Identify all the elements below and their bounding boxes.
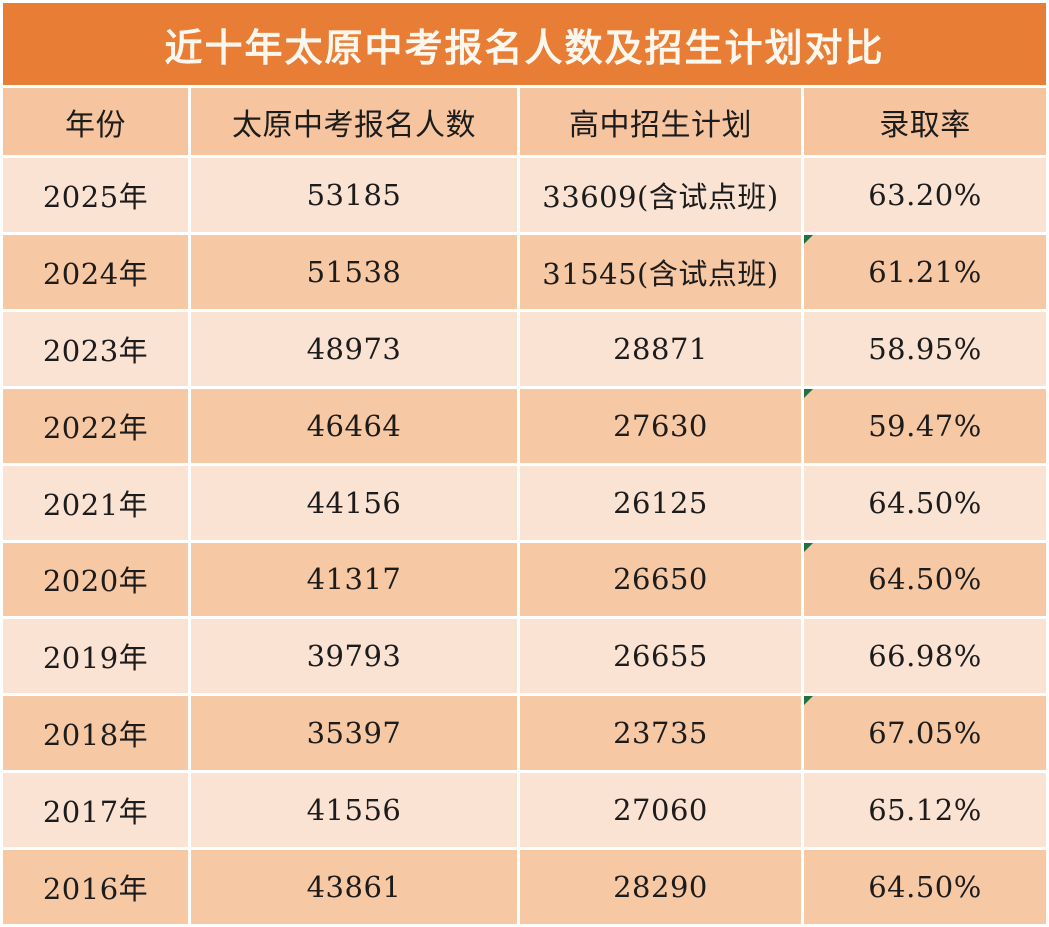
cell-year: 2024年 [3,234,188,309]
cell-applicants: 51538 [191,234,517,309]
cell-applicants: 39793 [191,619,517,694]
cell-applicants: 35397 [191,696,517,771]
excel-error-indicator-icon [804,542,813,552]
cell-applicants: 41556 [191,773,517,848]
column-header-rate: 录取率 [804,88,1046,155]
column-header-year: 年份 [3,88,188,155]
cell-plan: 31545(含试点班) [520,234,801,309]
table-title-bar: 近十年太原中考报名人数及招生计划对比 [3,3,1046,85]
cell-rate: 64.50% [804,850,1046,924]
cell-plan: 26650 [520,542,801,617]
cell-applicants: 41317 [191,542,517,617]
excel-error-indicator-icon [804,696,813,706]
cell-plan: 27060 [520,773,801,848]
cell-rate: 59.47% [804,388,1046,463]
cell-applicants: 48973 [191,311,517,386]
cell-rate: 65.12% [804,773,1046,848]
excel-error-indicator-icon [804,234,813,244]
cell-plan: 27630 [520,388,801,463]
cell-plan: 28290 [520,850,801,924]
cell-year: 2023年 [3,311,188,386]
cell-rate: 64.50% [804,542,1046,617]
cell-rate: 67.05% [804,696,1046,771]
excel-error-indicator-icon [804,388,813,398]
cell-year: 2020年 [3,542,188,617]
column-header-plan: 高中招生计划 [520,88,801,155]
cell-rate: 64.50% [804,465,1046,540]
cell-year: 2019年 [3,619,188,694]
cell-rate: 61.21% [804,234,1046,309]
cell-rate: 63.20% [804,158,1046,232]
cell-applicants: 44156 [191,465,517,540]
cell-plan: 23735 [520,696,801,771]
column-header-applicants: 太原中考报名人数 [191,88,517,155]
cell-year: 2021年 [3,465,188,540]
cell-applicants: 46464 [191,388,517,463]
cell-plan: 26655 [520,619,801,694]
cell-year: 2017年 [3,773,188,848]
cell-year: 2025年 [3,158,188,232]
cell-year: 2022年 [3,388,188,463]
cell-plan: 28871 [520,311,801,386]
table-title: 近十年太原中考报名人数及招生计划对比 [164,24,885,70]
cell-applicants: 53185 [191,158,517,232]
cell-plan: 33609(含试点班) [520,158,801,232]
cell-applicants: 43861 [191,850,517,924]
cell-plan: 26125 [520,465,801,540]
cell-year: 2016年 [3,850,188,924]
cell-year: 2018年 [3,696,188,771]
cell-rate: 58.95% [804,311,1046,386]
cell-rate: 66.98% [804,619,1046,694]
